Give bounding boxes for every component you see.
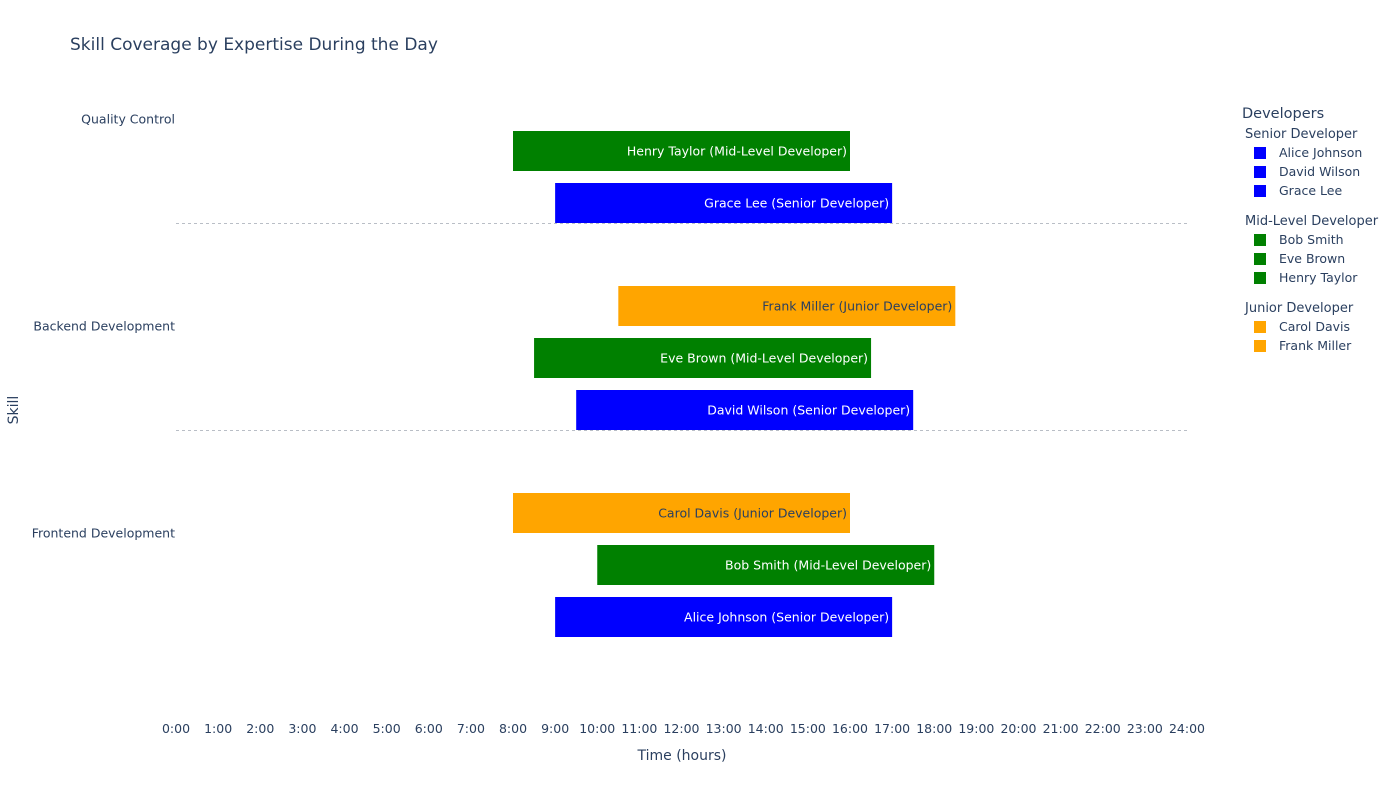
bar-eve-brown[interactable] [534,338,872,378]
legend-group-mid-level-developer: Mid-Level Developer [1245,214,1379,229]
legend: Developers Senior Developer Alice Johnson… [1242,106,1379,353]
legend-item-david-wilson[interactable]: David Wilson [1279,164,1360,179]
bars-layer: Alice Johnson (Senior Developer) Bob Smit… [513,131,956,637]
x-tick-label: 15:00 [790,721,826,736]
chart-title: Skill Coverage by Expertise During the D… [70,35,438,55]
legend-title: Developers [1242,106,1324,122]
legend-swatch-carol-davis[interactable] [1254,321,1266,333]
x-tick-label: 5:00 [373,721,401,736]
bar-bob-smith[interactable] [597,545,935,585]
x-axis-title: Time (hours) [637,748,727,764]
legend-item-eve-brown[interactable]: Eve Brown [1279,251,1345,266]
x-tick-label: 18:00 [916,721,952,736]
x-tick-label: 11:00 [621,721,657,736]
bar-label-eve-brown: Eve Brown (Mid-Level Developer) [660,351,868,366]
legend-item-grace-lee[interactable]: Grace Lee [1279,183,1342,198]
y-axis-categories: Frontend Development Backend Development Q… [32,112,175,541]
legend-swatch-frank-miller[interactable] [1254,340,1266,352]
legend-swatch-david-wilson[interactable] [1254,166,1266,178]
bar-label-grace-lee: Grace Lee (Senior Developer) [704,196,889,211]
legend-swatch-alice-johnson[interactable] [1254,147,1266,159]
bar-label-henry-taylor: Henry Taylor (Mid-Level Developer) [627,144,847,159]
legend-swatch-grace-lee[interactable] [1254,185,1266,197]
legend-item-alice-johnson[interactable]: Alice Johnson [1279,145,1362,160]
x-tick-label: 19:00 [958,721,994,736]
legend-item-bob-smith[interactable]: Bob Smith [1279,232,1344,247]
x-tick-label: 22:00 [1085,721,1121,736]
x-tick-label: 23:00 [1127,721,1163,736]
bar-label-bob-smith: Bob Smith (Mid-Level Developer) [725,558,931,573]
bar-david-wilson[interactable] [576,390,914,430]
x-tick-label: 1:00 [204,721,232,736]
bar-grace-lee[interactable] [555,183,893,223]
bar-label-frank-miller: Frank Miller (Junior Developer) [762,299,952,314]
x-tick-label: 0:00 [162,721,190,736]
y-axis-title: Skill [6,396,22,425]
bar-alice-johnson[interactable] [555,597,893,637]
legend-item-carol-davis[interactable]: Carol Davis [1279,319,1350,334]
bar-label-carol-davis: Carol Davis (Junior Developer) [658,506,847,521]
x-tick-label: 4:00 [330,721,358,736]
category-label-backend-development: Backend Development [33,319,175,334]
x-tick-label: 10:00 [579,721,615,736]
legend-item-henry-taylor[interactable]: Henry Taylor [1279,270,1358,285]
category-label-frontend-development: Frontend Development [32,526,175,541]
x-tick-label: 8:00 [499,721,527,736]
bar-henry-taylor[interactable] [513,131,850,171]
legend-swatch-eve-brown[interactable] [1254,253,1266,265]
x-tick-label: 2:00 [246,721,274,736]
x-tick-label: 13:00 [706,721,742,736]
x-tick-label: 9:00 [541,721,569,736]
x-tick-label: 7:00 [457,721,485,736]
bar-label-david-wilson: David Wilson (Senior Developer) [707,403,910,418]
x-tick-label: 21:00 [1043,721,1079,736]
legend-group-senior-developer: Senior Developer [1245,127,1358,142]
x-tick-label: 12:00 [663,721,699,736]
x-tick-label: 3:00 [288,721,316,736]
legend-group-junior-developer: Junior Developer [1244,301,1354,316]
x-tick-label: 14:00 [748,721,784,736]
legend-swatch-bob-smith[interactable] [1254,234,1266,246]
category-separators [176,223,1187,431]
bar-label-alice-johnson: Alice Johnson (Senior Developer) [684,610,889,625]
x-tick-label: 16:00 [832,721,868,736]
legend-item-frank-miller[interactable]: Frank Miller [1279,338,1352,353]
bar-carol-davis[interactable] [513,493,850,533]
bar-frank-miller[interactable] [618,286,956,326]
x-tick-label: 6:00 [415,721,443,736]
x-tick-label: 17:00 [874,721,910,736]
x-axis-ticks: 0:00 1:00 2:00 3:00 4:00 5:00 6:00 7:00 8:00 9:00… [162,721,1205,736]
x-tick-label: 24:00 [1169,721,1205,736]
category-label-quality-control: Quality Control [81,112,175,127]
x-tick-label: 20:00 [1000,721,1036,736]
legend-swatch-henry-taylor[interactable] [1254,272,1266,284]
